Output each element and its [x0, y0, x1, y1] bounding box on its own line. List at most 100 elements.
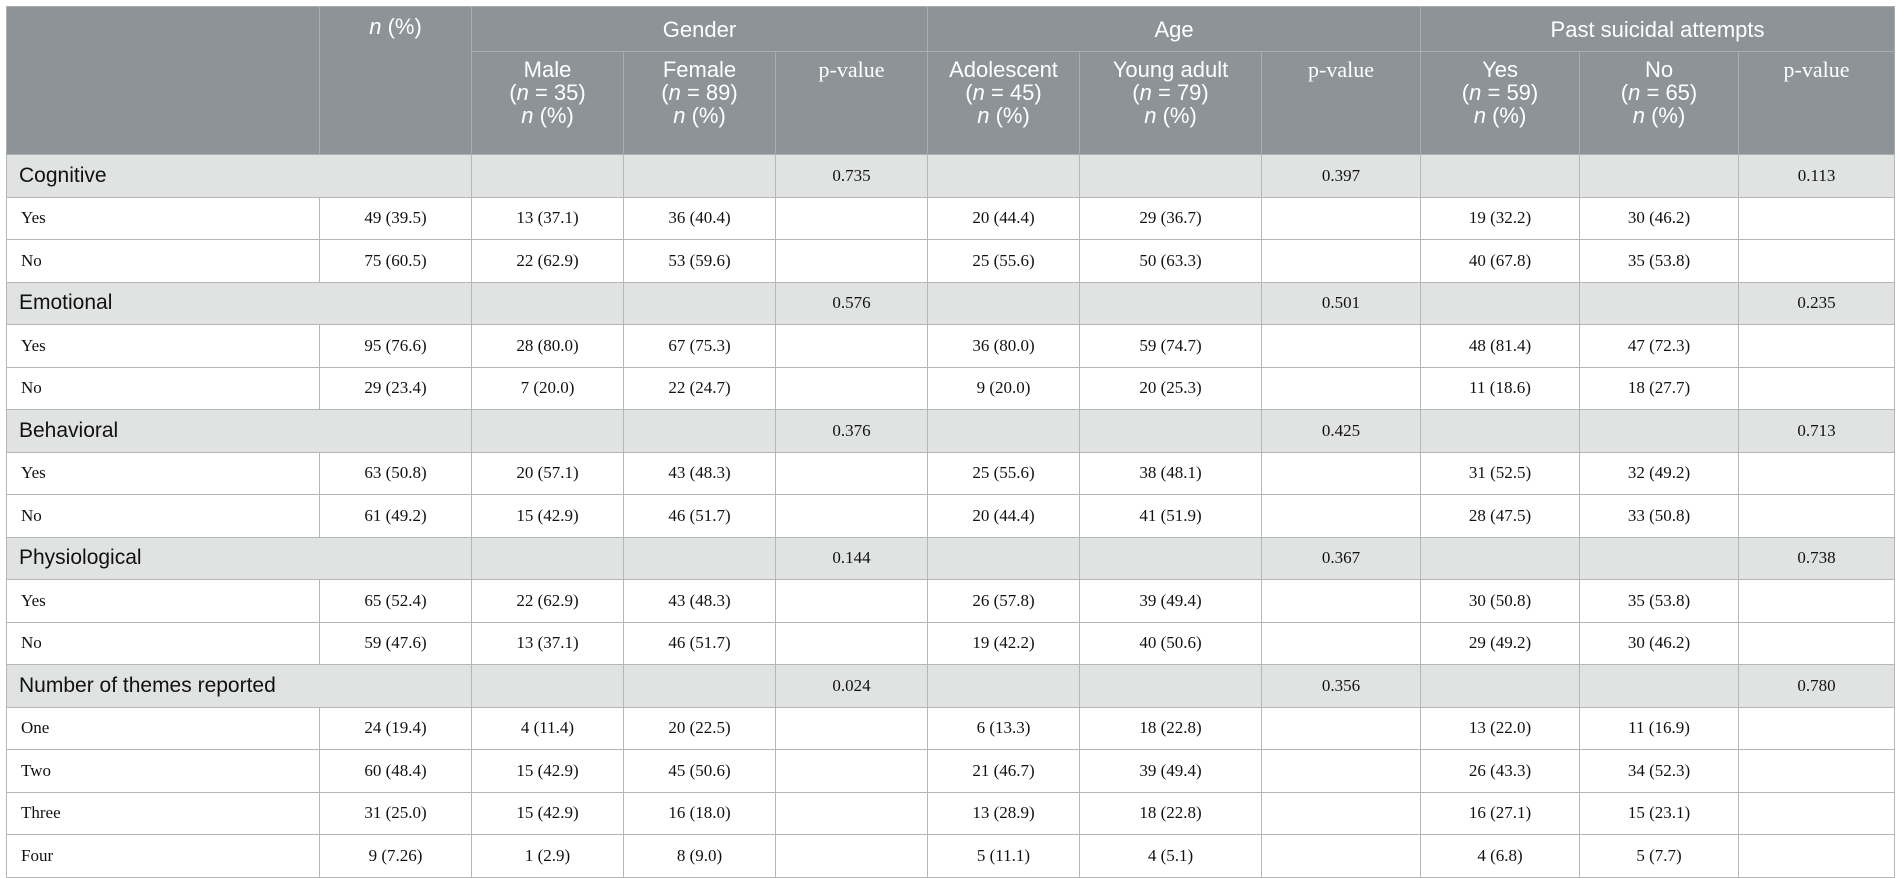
empty-cell [927, 409, 1080, 453]
value-cell: 13 (28.9) [927, 791, 1080, 835]
header-group-past-attempts: Past suicidal attempts [1420, 6, 1896, 52]
value-cell: 48 (81.4) [1420, 324, 1581, 368]
value-cell: 38 (48.1) [1079, 451, 1262, 495]
p-value-cell: 0.713 [1738, 409, 1896, 453]
subheader-male: Male (n = 35) n (%) [471, 51, 624, 155]
subheader-n: (n = 79) [1132, 80, 1209, 105]
empty-cell [1579, 536, 1740, 580]
value-cell [1738, 621, 1896, 665]
table-row: Two 60 (48.4) 15 (42.9) 45 (50.6) 21 (46.7) 3… [6, 749, 1896, 793]
value-cell [1738, 451, 1896, 495]
value-cell: 4 (6.8) [1420, 834, 1581, 878]
table-body: Cognitive 0.735 0.397 0.113 Yes 49 (39.5) 13 (… [6, 154, 1896, 878]
row-label: No [6, 239, 320, 283]
empty-cell [1079, 154, 1262, 198]
value-cell [1260, 494, 1422, 538]
p-value-cell: 0.735 [775, 154, 928, 198]
subheader-label: Yes [1482, 57, 1518, 82]
value-cell: 7 (20.0) [471, 366, 624, 410]
row-label: Yes [6, 324, 320, 368]
table-row: No 29 (23.4) 7 (20.0) 22 (24.7) 9 (20.0) 20 (… [6, 366, 1896, 410]
value-cell [1738, 791, 1896, 835]
value-cell [1260, 366, 1422, 410]
value-cell [1260, 621, 1422, 665]
subheader-pct: n (%) [977, 103, 1030, 128]
subheader-no: No (n = 65) n (%) [1579, 51, 1740, 155]
value-cell: 18 (22.8) [1079, 706, 1262, 750]
section-label: Emotional [6, 281, 472, 325]
value-cell: 49 (39.5) [319, 196, 472, 240]
value-cell: 33 (50.8) [1579, 494, 1740, 538]
p-value-cell: 0.376 [775, 409, 928, 453]
value-cell: 5 (7.7) [1579, 834, 1740, 878]
subheader-young-adult: Young adult (n = 79) n (%) [1079, 51, 1262, 155]
p-value-cell: 0.780 [1738, 664, 1896, 708]
value-cell [1738, 366, 1896, 410]
value-cell: 20 (57.1) [471, 451, 624, 495]
value-cell [775, 579, 928, 623]
section-label: Physiological [6, 536, 472, 580]
subheader-p-value: p-value [775, 51, 928, 155]
value-cell: 16 (27.1) [1420, 791, 1581, 835]
subheader-pct: n (%) [1144, 103, 1197, 128]
value-cell: 39 (49.4) [1079, 579, 1262, 623]
empty-cell [1079, 664, 1262, 708]
row-label: Four [6, 834, 320, 878]
value-cell: 59 (47.6) [319, 621, 472, 665]
value-cell: 22 (62.9) [471, 579, 624, 623]
empty-cell [927, 281, 1080, 325]
value-cell: 29 (23.4) [319, 366, 472, 410]
section-row: Cognitive 0.735 0.397 0.113 [6, 154, 1896, 198]
empty-cell [927, 536, 1080, 580]
value-cell: 25 (55.6) [927, 239, 1080, 283]
row-label: No [6, 494, 320, 538]
value-cell: 25 (55.6) [927, 451, 1080, 495]
row-label: No [6, 621, 320, 665]
row-label: Yes [6, 579, 320, 623]
table-row: One 24 (19.4) 4 (11.4) 20 (22.5) 6 (13.3) 18 … [6, 706, 1896, 750]
subheader-adolescent: Adolescent (n = 45) n (%) [927, 51, 1080, 155]
table-row: Four 9 (7.26) 1 (2.9) 8 (9.0) 5 (11.1) 4 (5.1… [6, 834, 1896, 878]
value-cell: 59 (74.7) [1079, 324, 1262, 368]
empty-cell [927, 664, 1080, 708]
value-cell [775, 494, 928, 538]
section-label: Cognitive [6, 154, 472, 198]
value-cell [1260, 579, 1422, 623]
value-cell: 20 (22.5) [623, 706, 776, 750]
row-label: Two [6, 749, 320, 793]
table-row: Yes 95 (76.6) 28 (80.0) 67 (75.3) 36 (80.0) 5… [6, 324, 1896, 368]
header-group-gender: Gender [471, 6, 928, 52]
subheader-pct: n (%) [1473, 103, 1527, 128]
value-cell: 9 (20.0) [927, 366, 1080, 410]
value-cell: 22 (24.7) [623, 366, 776, 410]
empty-cell [471, 281, 624, 325]
subheader-n: (n = 65) [1620, 80, 1698, 105]
value-cell: 28 (80.0) [471, 324, 624, 368]
value-cell: 9 (7.26) [319, 834, 472, 878]
subheader-label: Adolescent [949, 57, 1058, 82]
subheader-pct: n (%) [673, 103, 726, 128]
empty-cell [623, 409, 776, 453]
subheader-n: (n = 59) [1461, 80, 1539, 105]
section-row: Number of themes reported 0.024 0.356 0.780 [6, 664, 1896, 708]
header-empty-corner [6, 6, 320, 155]
value-cell: 15 (42.9) [471, 791, 624, 835]
value-cell: 34 (52.3) [1579, 749, 1740, 793]
subheader-n: (n = 35) [509, 80, 586, 105]
value-cell: 5 (11.1) [927, 834, 1080, 878]
subheader-n: (n = 45) [965, 80, 1042, 105]
value-cell [1260, 239, 1422, 283]
value-cell [775, 706, 928, 750]
row-label: Yes [6, 196, 320, 240]
table-row: Three 31 (25.0) 15 (42.9) 16 (18.0) 13 (28.9… [6, 791, 1896, 835]
section-row: Emotional 0.576 0.501 0.235 [6, 281, 1896, 325]
p-value-cell: 0.501 [1260, 281, 1422, 325]
subheader-p-value: p-value [1738, 51, 1896, 155]
p-value-cell: 0.144 [775, 536, 928, 580]
empty-cell [623, 536, 776, 580]
value-cell: 32 (49.2) [1579, 451, 1740, 495]
empty-cell [1079, 409, 1262, 453]
empty-cell [1420, 409, 1581, 453]
p-value-cell: 0.397 [1260, 154, 1422, 198]
value-cell: 6 (13.3) [927, 706, 1080, 750]
